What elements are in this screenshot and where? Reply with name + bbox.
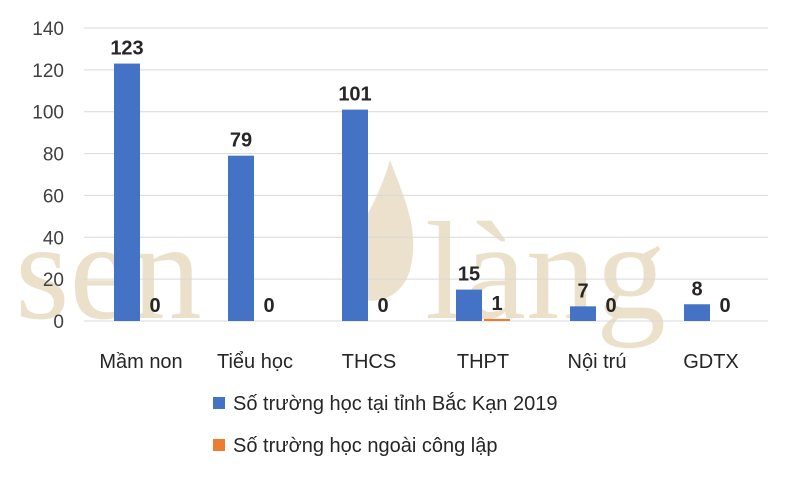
- bar-private: [484, 318, 510, 321]
- y-tick-label: 0: [53, 312, 64, 333]
- x-axis-categories: Mầm non Tiểu học THCS THPT Nội trú GDTX: [99, 351, 738, 373]
- legend-label: Số trường học tại tỉnh Bắc Kạn 2019: [233, 392, 557, 415]
- y-tick-label: 20: [43, 270, 64, 291]
- data-label: 79: [230, 130, 252, 152]
- category-label: Tiểu học: [217, 351, 293, 373]
- bar-total: [456, 289, 482, 321]
- watermark-text-left: sen: [15, 194, 202, 349]
- category-label: Nội trú: [568, 351, 627, 373]
- y-tick-label: 40: [43, 228, 64, 249]
- legend: Số trường học tại tỉnh Bắc Kạn 2019 Số tr…: [213, 392, 557, 457]
- bar-total: [342, 109, 368, 321]
- y-tick-label: 120: [32, 61, 64, 82]
- category-label: THPT: [457, 351, 509, 373]
- bar-total: [114, 63, 140, 321]
- data-label: 0: [263, 295, 274, 317]
- data-label: 0: [719, 295, 730, 317]
- legend-swatch: [213, 439, 225, 451]
- legend-label: Số trường học ngoài công lập: [233, 435, 497, 457]
- bar-total: [228, 155, 254, 321]
- y-tick-label: 140: [32, 19, 64, 40]
- data-label: 123: [110, 38, 143, 60]
- legend-swatch: [213, 397, 225, 409]
- data-label: 0: [605, 295, 616, 317]
- data-label: 0: [149, 295, 160, 317]
- y-tick-label: 60: [43, 186, 64, 207]
- data-label: 15: [458, 264, 480, 286]
- y-axis-ticks: 0 20 40 60 80 100 120 140: [32, 19, 64, 333]
- category-label: THCS: [342, 351, 396, 373]
- y-tick-label: 100: [32, 103, 64, 124]
- y-tick-label: 80: [43, 145, 64, 166]
- data-label: 0: [377, 295, 388, 317]
- data-label: 101: [338, 84, 371, 106]
- watermark: sen làng: [15, 160, 666, 349]
- watermark-text-right: làng: [425, 194, 666, 349]
- data-label: 1: [491, 293, 502, 315]
- bar-total: [684, 304, 710, 321]
- gridlines: [84, 27, 768, 322]
- category-label: GDTX: [683, 351, 739, 373]
- bars: [114, 63, 710, 321]
- bar-total: [570, 306, 596, 321]
- category-label: Mầm non: [99, 351, 182, 373]
- data-label: 7: [577, 280, 588, 302]
- data-label: 8: [691, 278, 702, 300]
